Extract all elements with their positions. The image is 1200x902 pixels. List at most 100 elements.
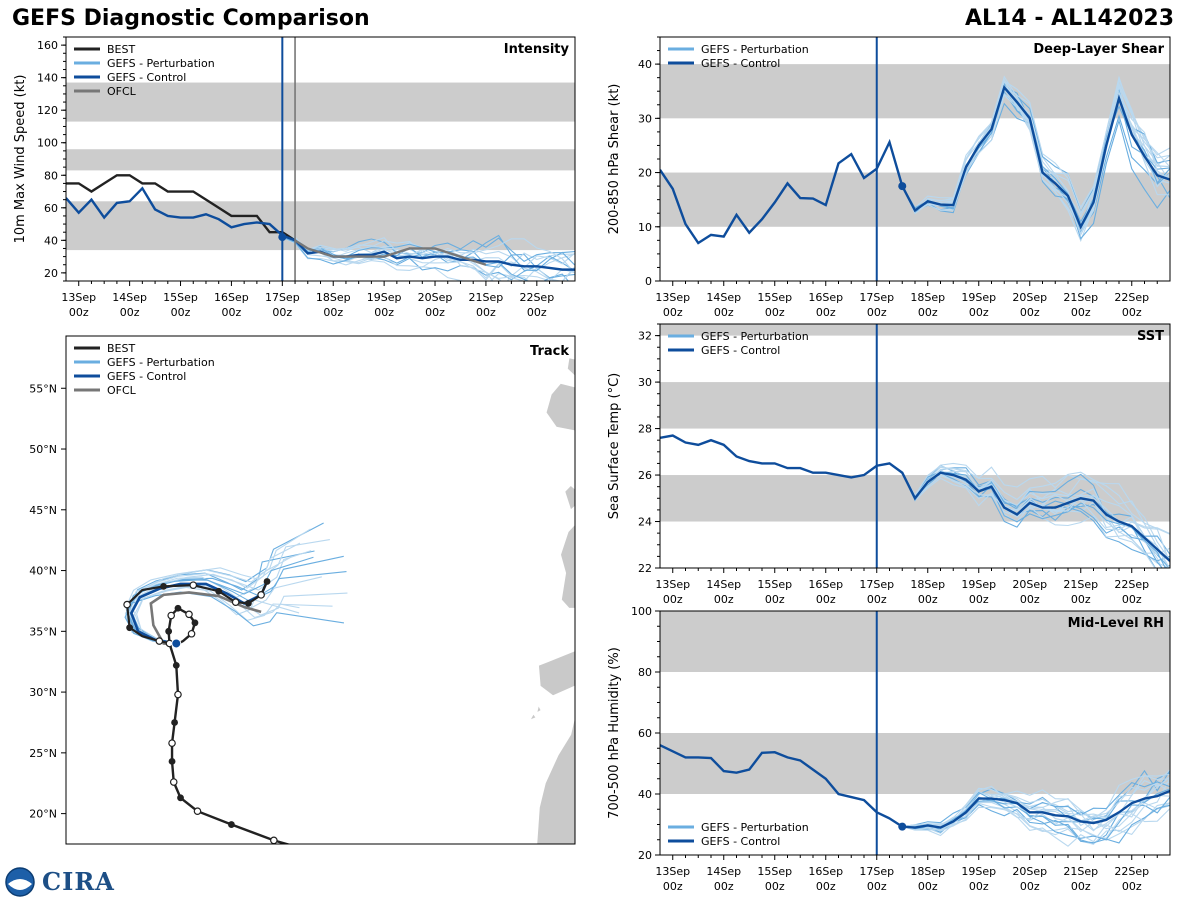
intensity-xtick-label: 19Sep [367,291,402,304]
intensity-threshold-band [66,82,575,122]
intensity-perturbation-line [282,236,575,274]
shear-xtick-label: 00z [1122,306,1142,319]
intensity-xtick-label: 16Sep [214,291,249,304]
track-lat-label: 45°N [29,504,57,517]
intensity-title: Intensity [504,42,570,57]
intensity-ytick-label: 80 [44,169,58,182]
sst-xtick-label: 00z [816,593,836,606]
track-lat-label: 40°N [29,565,57,578]
track-perturbation-line [125,586,333,645]
sst-ytick-label: 32 [638,330,652,343]
rh-perturbation-line [902,775,1170,831]
intensity-xtick-label: 00z [527,306,547,319]
sst-perturbation-line [901,462,1169,568]
sst-xtick-label: 18Sep [910,578,945,591]
sst-ytick-label: 26 [638,469,652,482]
shear-xtick-label: 19Sep [961,291,996,304]
track-legend-label: GEFS - Control [107,370,186,383]
intensity-xtick-label: 22Sep [519,291,554,304]
track-best-open-point [169,778,178,786]
noaa-emblem-icon [5,867,35,897]
shear-perturbation-line [901,82,1170,214]
track-best-open-point [167,611,175,620]
rh-xtick-label: 17Sep [859,865,894,878]
rh-ytick-label: 20 [638,849,652,862]
france-land [564,484,575,511]
cira-logo-text: CIRA [42,867,115,896]
sst-ylabel: Sea Surface Temp (°C) [607,373,622,520]
intensity-ytick-label: 160 [37,39,58,52]
intensity-init-marker [278,233,287,242]
shear-plot-area [660,75,1170,245]
rh-xtick-label: 00z [867,880,887,893]
africa-land [536,716,575,844]
shear-legend-label: GEFS - Control [701,57,780,70]
rh-title: Mid-Level RH [1068,616,1164,631]
intensity-ytick-label: 140 [37,72,58,85]
track-best-open-point [193,807,202,815]
track-lat-label: 25°N [29,747,57,760]
shear-panel: 0 10 20 30 40 13Sep 00z 14Sep 00z 15Sep 00z 16Sep 00… [607,36,1171,319]
shear-xtick-label: 22Sep [1114,291,1149,304]
shear-xtick-label: 00z [918,306,938,319]
intensity-threshold-band [66,201,575,251]
shear-xtick-label: 17Sep [859,291,894,304]
sst-threshold-band [660,324,1170,336]
sst-perturbation-line [901,465,1170,535]
sst-title: SST [1137,329,1164,344]
track-best-open-point [155,637,164,645]
rh-gefs-control-line [660,744,1170,829]
shear-ytick-label: 0 [645,275,652,288]
shear-ytick-label: 20 [638,167,652,180]
track-best-point [304,847,311,854]
intensity-ytick-label: 60 [44,202,58,215]
intensity-best-line [66,174,296,242]
rh-legend-label: GEFS - Perturbation [701,821,809,834]
rh-xtick-label: 14Sep [706,865,741,878]
intensity-xtick-label: 15Sep [163,291,198,304]
shear-xtick-label: 00z [1020,306,1040,319]
rh-xtick-label: 00z [969,880,989,893]
track-best-point [244,599,252,607]
rh-ytick-label: 100 [631,605,652,618]
shear-xtick-label: 00z [867,306,887,319]
intensity-ytick-label: 100 [37,137,58,150]
track-best-point [177,794,184,802]
shear-ytick-label: 10 [638,221,652,234]
shear-xtick-label: 18Sep [910,291,945,304]
track-best-point [215,587,223,595]
intensity-xtick-label: 00z [425,306,445,319]
scotland-land [566,357,575,377]
track-best-point [172,661,180,669]
intensity-ytick-label: 20 [44,267,58,280]
sst-xtick-label: 16Sep [808,578,843,591]
rh-ytick-label: 40 [638,788,652,801]
sst-ytick-label: 30 [638,376,652,389]
sst-xtick-label: 13Sep [655,578,690,591]
intensity-perturbation-line [282,236,575,272]
track-best-point [126,624,134,632]
rh-legend-label: GEFS - Control [701,835,780,848]
shear-xtick-label: 16Sep [808,291,843,304]
rh-xtick-label: 00z [1071,880,1091,893]
shear-xtick-label: 20Sep [1012,291,1047,304]
track-legend-label: OFCL [107,384,137,397]
track-panel: 20°N 25°N 30°N 35°N 40°N 45°N 50°N 55°N Track BES… [29,335,576,854]
intensity-xtick-label: 13Sep [61,291,96,304]
shear-xtick-label: 14Sep [706,291,741,304]
track-best-open-point [231,598,240,606]
page-title: GEFS Diagnostic Comparison [12,6,370,31]
track-best-point [174,604,182,612]
track-frame [65,335,576,845]
sst-ytick-label: 22 [638,562,652,575]
ireland-land [545,382,575,432]
shear-perturbation-line [901,85,1170,215]
rh-threshold-band [660,611,1170,672]
track-legend-label: GEFS - Perturbation [107,356,215,369]
rh-xtick-label: 00z [663,880,683,893]
sst-panel: 22 24 26 28 30 32 13Sep 00z 14Sep 00z 15Sep 00z 16Se… [607,323,1171,606]
track-best-open-point [189,581,198,589]
intensity-xtick-label: 21Sep [469,291,504,304]
intensity-xtick-label: 00z [374,306,394,319]
sst-xtick-label: 00z [1122,593,1142,606]
